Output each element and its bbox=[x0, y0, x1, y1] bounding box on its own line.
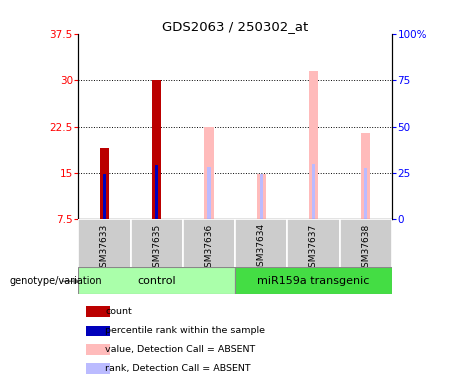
Bar bbox=[340, 219, 392, 268]
Bar bbox=[78, 219, 130, 268]
Bar bbox=[100, 148, 109, 219]
Bar bbox=[103, 174, 106, 219]
Bar bbox=[78, 267, 235, 294]
Bar bbox=[86, 306, 110, 316]
Text: GSM37638: GSM37638 bbox=[361, 223, 370, 273]
Text: GSM37637: GSM37637 bbox=[309, 223, 318, 273]
Bar bbox=[235, 267, 392, 294]
Bar bbox=[183, 219, 235, 268]
Text: count: count bbox=[105, 307, 132, 316]
Text: GSM37635: GSM37635 bbox=[152, 223, 161, 273]
Text: GSM37634: GSM37634 bbox=[257, 223, 266, 272]
Text: percentile rank within the sample: percentile rank within the sample bbox=[105, 326, 265, 335]
Bar bbox=[312, 164, 315, 219]
Bar bbox=[86, 344, 110, 355]
Bar bbox=[361, 133, 371, 219]
Text: control: control bbox=[137, 276, 176, 286]
Text: genotype/variation: genotype/variation bbox=[9, 276, 102, 285]
Bar bbox=[86, 363, 110, 374]
Bar bbox=[152, 80, 161, 219]
Text: miR159a transgenic: miR159a transgenic bbox=[257, 276, 370, 286]
Bar bbox=[155, 165, 158, 219]
Bar bbox=[260, 174, 263, 219]
Title: GDS2063 / 250302_at: GDS2063 / 250302_at bbox=[162, 20, 308, 33]
Text: GSM37633: GSM37633 bbox=[100, 223, 109, 273]
Text: GSM37636: GSM37636 bbox=[205, 223, 213, 273]
Bar bbox=[235, 219, 287, 268]
Bar bbox=[86, 326, 110, 336]
Text: rank, Detection Call = ABSENT: rank, Detection Call = ABSENT bbox=[105, 364, 251, 373]
Bar bbox=[207, 167, 211, 219]
Bar bbox=[364, 168, 367, 219]
Bar bbox=[256, 174, 266, 219]
Bar bbox=[309, 71, 318, 219]
Bar bbox=[287, 219, 340, 268]
Bar bbox=[204, 127, 214, 219]
Bar bbox=[130, 219, 183, 268]
Text: value, Detection Call = ABSENT: value, Detection Call = ABSENT bbox=[105, 345, 255, 354]
